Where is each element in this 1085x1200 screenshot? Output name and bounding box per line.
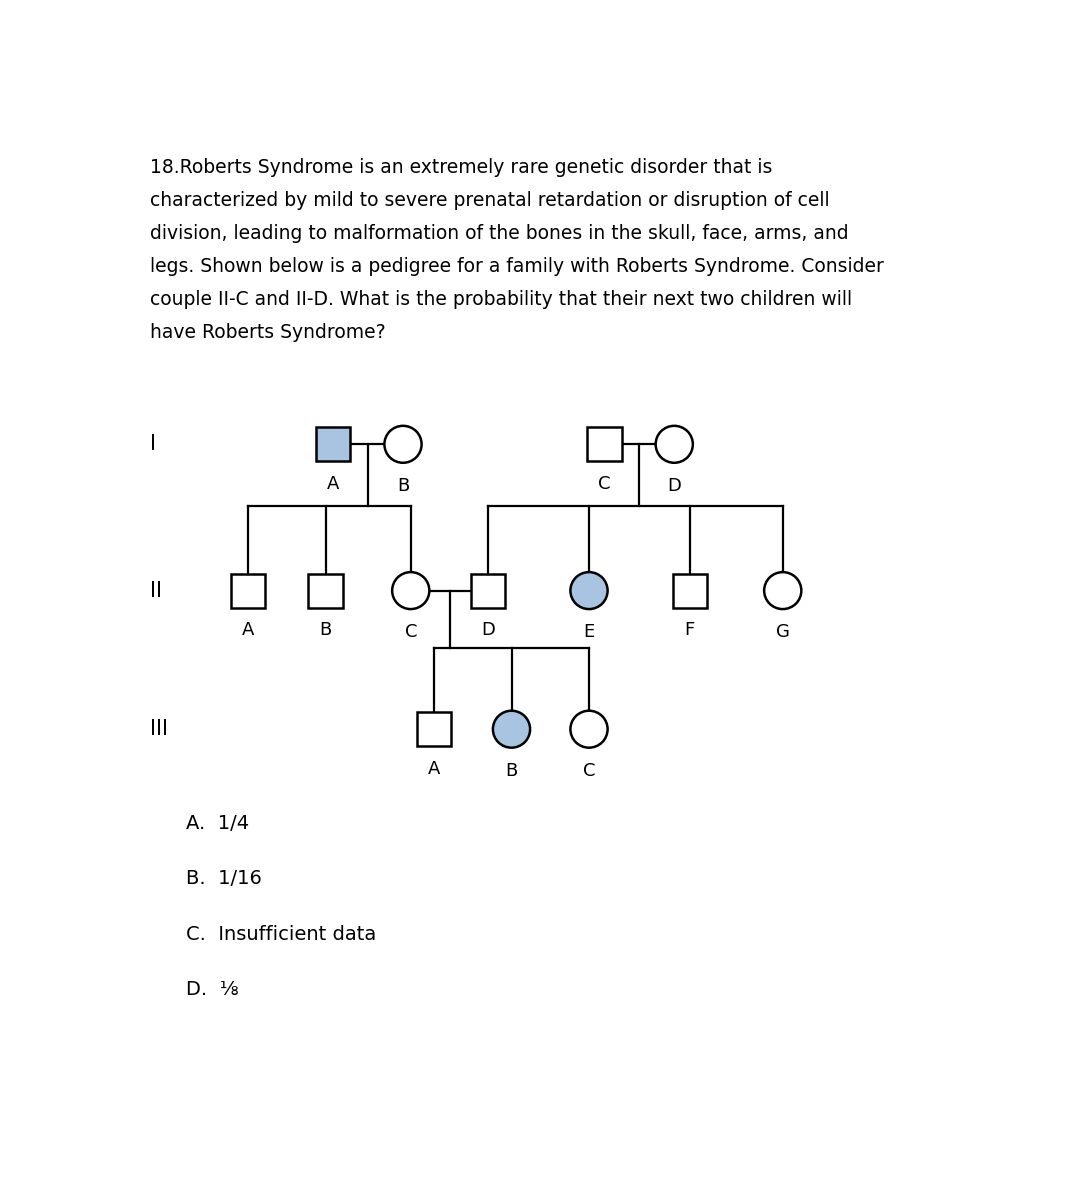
Text: have Roberts Syndrome?: have Roberts Syndrome?	[150, 324, 385, 342]
Bar	[471, 574, 506, 607]
Text: D.  ⅛: D. ⅛	[186, 980, 239, 1000]
Text: I: I	[150, 434, 155, 455]
Text: C: C	[405, 623, 417, 641]
Text: D: D	[667, 476, 681, 494]
Text: C: C	[583, 762, 596, 780]
Circle shape	[384, 426, 422, 463]
Text: legs. Shown below is a pedigree for a family with Roberts Syndrome. Consider: legs. Shown below is a pedigree for a fa…	[150, 257, 883, 276]
Text: III: III	[150, 719, 167, 739]
Text: A: A	[427, 760, 441, 778]
Text: couple II-C and II-D. What is the probability that their next two children will: couple II-C and II-D. What is the probab…	[150, 290, 852, 310]
Circle shape	[571, 710, 608, 748]
Bar	[308, 574, 343, 607]
Text: D: D	[482, 622, 495, 640]
Text: C.  Insufficient data: C. Insufficient data	[186, 925, 376, 943]
Text: F: F	[685, 622, 694, 640]
Text: A: A	[327, 475, 340, 493]
Circle shape	[493, 710, 531, 748]
Bar	[673, 574, 706, 607]
Text: characterized by mild to severe prenatal retardation or disruption of cell: characterized by mild to severe prenatal…	[150, 191, 829, 210]
Circle shape	[392, 572, 430, 610]
Text: 18.Roberts Syndrome is an extremely rare genetic disorder that is: 18.Roberts Syndrome is an extremely rare…	[150, 158, 771, 176]
Bar	[231, 574, 265, 607]
Circle shape	[571, 572, 608, 610]
Bar	[316, 427, 350, 461]
Text: A: A	[242, 622, 254, 640]
Text: B.  1/16: B. 1/16	[186, 869, 261, 888]
Circle shape	[764, 572, 802, 610]
Text: B: B	[319, 622, 332, 640]
Text: B: B	[506, 762, 518, 780]
Text: division, leading to malformation of the bones in the skull, face, arms, and: division, leading to malformation of the…	[150, 224, 848, 244]
Circle shape	[655, 426, 693, 463]
Bar	[587, 427, 622, 461]
Text: II: II	[150, 581, 162, 600]
Text: C: C	[598, 475, 611, 493]
Text: G: G	[776, 623, 790, 641]
Bar	[417, 713, 451, 746]
Text: B: B	[397, 476, 409, 494]
Text: A.  1/4: A. 1/4	[186, 814, 250, 833]
Text: E: E	[584, 623, 595, 641]
